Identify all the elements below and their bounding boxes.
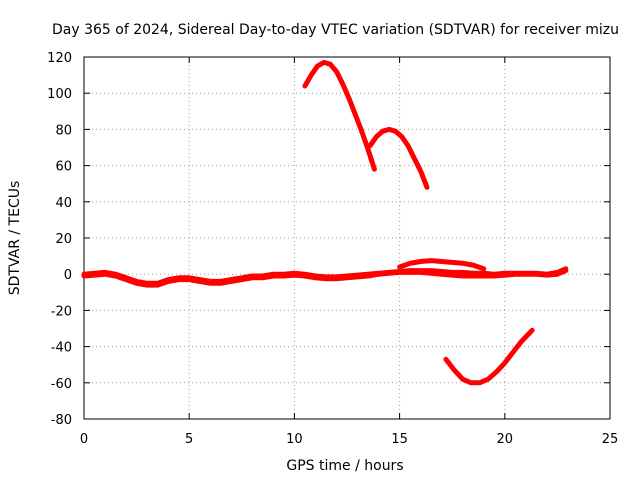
y-tick-label: 60 bbox=[55, 160, 72, 175]
x-tick-label: 20 bbox=[497, 432, 514, 447]
series-line bbox=[367, 126, 430, 190]
y-gridlines bbox=[84, 92, 610, 384]
series-line bbox=[81, 268, 569, 288]
x-tick-label: 5 bbox=[185, 432, 193, 447]
y-tick-label: 100 bbox=[47, 87, 72, 102]
y-tick-label: 40 bbox=[55, 196, 72, 211]
axis-ticks bbox=[83, 56, 611, 420]
x-tick-label: 25 bbox=[602, 432, 619, 447]
x-tick-labels: 0 5 10 15 20 25 bbox=[80, 432, 618, 447]
x-axis-title: GPS time / hours bbox=[286, 458, 403, 474]
x-tick-label: 15 bbox=[391, 432, 408, 447]
y-tick-label: 80 bbox=[55, 123, 72, 138]
plot-area-border bbox=[83, 56, 611, 420]
y-tick-label: 20 bbox=[55, 232, 72, 247]
series-line bbox=[397, 258, 487, 272]
y-tick-label: -40 bbox=[51, 341, 72, 356]
y-tick-label: -60 bbox=[51, 377, 72, 392]
y-tick-label: -20 bbox=[51, 304, 72, 319]
y-tick-label: -80 bbox=[51, 413, 72, 428]
y-axis-title: SDTVAR / TECUs bbox=[7, 181, 23, 296]
series-line bbox=[302, 59, 377, 172]
data-series bbox=[81, 59, 569, 386]
series-line bbox=[443, 327, 535, 386]
y-tick-labels: -80 -60 -40 -20 0 20 40 60 80 100 120 bbox=[47, 51, 72, 428]
y-tick-label: 120 bbox=[47, 51, 72, 66]
y-tick-label: 0 bbox=[64, 268, 72, 283]
chart-title: Day 365 of 2024, Sidereal Day-to-day VTE… bbox=[52, 22, 619, 38]
x-tick-label: 10 bbox=[286, 432, 303, 447]
x-tick-label: 0 bbox=[80, 432, 88, 447]
